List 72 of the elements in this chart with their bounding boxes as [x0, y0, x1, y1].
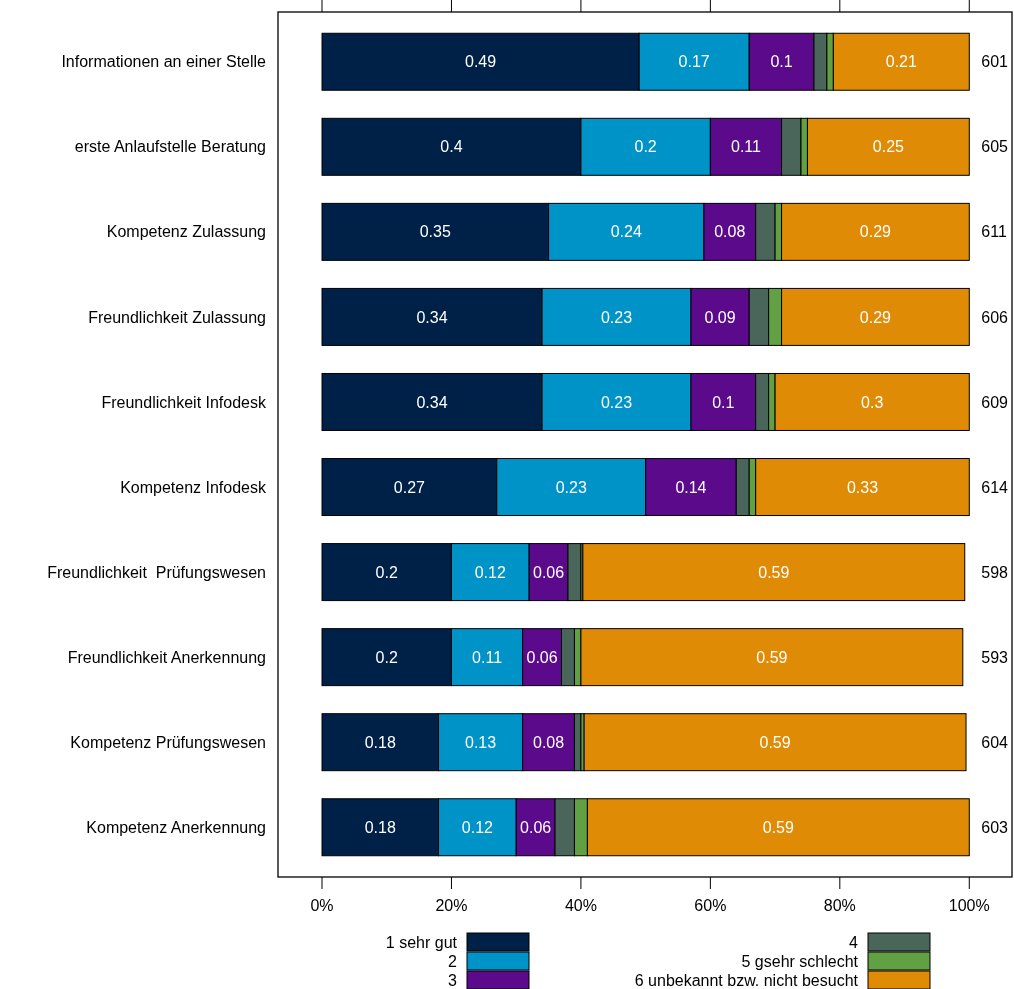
data-label: 0.23: [600, 393, 633, 411]
data-label: 0.09: [704, 308, 736, 326]
data-label: 0.59: [759, 733, 791, 751]
data-label: 0.2: [375, 648, 398, 666]
data-label: 0.2: [375, 563, 398, 581]
data-label: 0.3: [861, 393, 884, 411]
data-label: 0.4: [440, 138, 463, 156]
data-label: 0.34: [416, 393, 448, 411]
x-tick-label: 20%: [435, 897, 468, 914]
x-tick-label: 0%: [310, 897, 334, 914]
legend-label: 6 unbekannt bzw. nicht besucht: [634, 971, 859, 989]
data-label: 0.06: [520, 818, 552, 836]
y-tick-label: Informationen an einer Stelle: [61, 53, 267, 71]
y-tick-label: Freundlichkeit Prüfungswesen: [47, 563, 266, 581]
legend-label: 4: [849, 933, 859, 951]
data-label: 0.08: [532, 733, 565, 751]
y-tick-label: Kompetenz Anerkennung: [86, 818, 266, 836]
annotation: 604: [981, 733, 1009, 751]
data-label: 0.24: [610, 223, 642, 241]
annotation: 614: [981, 478, 1009, 496]
data-label: 0.06: [526, 648, 558, 666]
y-tick-label: Kompetenz Infodesk: [120, 478, 267, 496]
data-label: 0.23: [600, 308, 633, 326]
data-label: 0.17: [678, 53, 710, 71]
annotation: 603: [981, 818, 1009, 836]
data-label: 0.25: [872, 138, 905, 156]
data-label: 0.27: [393, 478, 426, 496]
annotation: 601: [981, 53, 1009, 71]
data-label: 0.11: [731, 138, 762, 156]
data-label: 0.18: [364, 818, 396, 836]
data-label: 0.2: [634, 138, 657, 156]
annotation: 598: [981, 563, 1009, 581]
data-label: 0.13: [465, 733, 497, 751]
x-tick-label: 60%: [694, 897, 727, 914]
data-label: 0.21: [885, 53, 917, 71]
y-tick-label: erste Anlaufstelle Beratung: [74, 138, 266, 156]
legend-label: 5 gsehr schlecht: [741, 952, 859, 970]
data-label: 0.29: [859, 308, 892, 326]
x-tick-label: 40%: [564, 897, 597, 914]
x-tick-label: 100%: [948, 897, 990, 914]
data-label: 0.33: [846, 478, 879, 496]
legend-label: 2: [448, 952, 458, 970]
y-tick-label: Kompetenz Prüfungswesen: [70, 733, 266, 751]
data-label: 0.08: [714, 223, 746, 241]
annotation: 606: [981, 308, 1009, 326]
data-label: 0.12: [461, 818, 494, 836]
y-tick-label: Kompetenz Zulassung: [106, 223, 266, 241]
data-label: 0.35: [419, 223, 451, 241]
data-label: 0.29: [859, 223, 892, 241]
y-tick-label: Freundlichkeit Infodesk: [101, 393, 267, 411]
data-label: 0.06: [532, 563, 565, 581]
data-label: 0.59: [758, 563, 790, 581]
data-label: 0.1: [770, 53, 793, 71]
y-tick-label: Freundlichkeit Zulassung: [88, 308, 266, 326]
data-label: 0.18: [364, 733, 396, 751]
data-label: 0.34: [416, 308, 448, 326]
data-label: 0.23: [555, 478, 587, 496]
data-label: 0.12: [474, 563, 506, 581]
data-label: 0.59: [756, 648, 788, 666]
data-label: 0.1: [712, 393, 735, 411]
legend-label: 3: [448, 971, 458, 989]
data-label: 0.11: [472, 648, 503, 666]
annotation: 593: [981, 648, 1009, 666]
x-tick-label: 80%: [823, 897, 856, 914]
annotation: 611: [981, 223, 1007, 241]
y-tick-label: Freundlichkeit Anerkennung: [67, 648, 266, 666]
data-label: 0.49: [465, 53, 497, 71]
data-label: 0.59: [762, 818, 795, 836]
annotation: 605: [981, 138, 1009, 156]
annotation: 609: [981, 393, 1009, 411]
legend-label: 1 sehr gut: [385, 933, 458, 951]
data-label: 0.14: [675, 478, 707, 496]
